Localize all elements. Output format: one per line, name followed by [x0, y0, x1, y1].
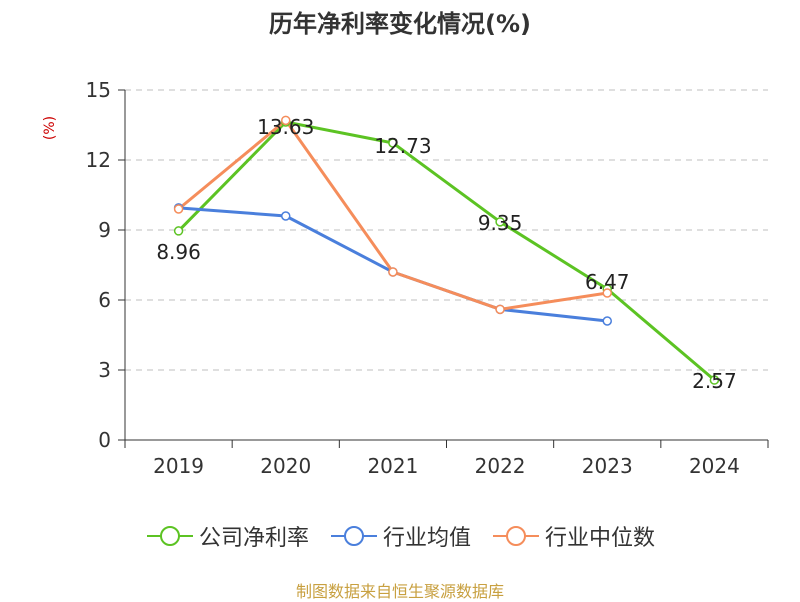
data-point-1: [281, 211, 291, 221]
data-point-2: [173, 204, 184, 214]
legend-item-industry-median[interactable]: 行业中位数: [491, 520, 655, 552]
x-tick-label: 2019: [153, 454, 204, 478]
y-tick-label: 9: [98, 218, 111, 242]
data-point-1: [602, 316, 612, 326]
legend-label: 行业中位数: [545, 526, 656, 551]
data-point-0: [388, 138, 398, 148]
x-tick-label: 2023: [582, 454, 633, 478]
legend-label: 公司净利率: [198, 526, 309, 551]
data-point-0: [709, 375, 720, 385]
y-tick-label: 6: [98, 288, 111, 312]
y-tick-label: 12: [86, 148, 111, 172]
data-point-2: [495, 304, 505, 315]
legend-label: 行业均值: [382, 526, 471, 551]
data-label: 12.73: [374, 134, 431, 158]
data-label: 9.35: [478, 211, 523, 235]
series-line-0: [177, 120, 716, 382]
legend-marker-icon: [146, 526, 193, 546]
data-point-2: [281, 115, 291, 126]
legend-item-company[interactable]: 公司净利率: [145, 520, 309, 552]
data-point-0: [173, 226, 184, 236]
legend-marker-icon: [493, 526, 539, 546]
x-tick-label: 2020: [260, 454, 311, 478]
legend-marker-icon: [330, 526, 377, 546]
y-tick-label: 3: [98, 358, 111, 382]
legend: 公司净利率 行业均值 行业中位数: [0, 520, 800, 552]
legend-item-industry-mean[interactable]: 行业均值: [329, 520, 471, 552]
x-tick-label: 2022: [475, 454, 526, 478]
data-label: 8.96: [156, 240, 201, 264]
x-tick-label: 2021: [367, 454, 418, 478]
y-tick-label: 0: [98, 428, 111, 452]
data-label: 13.63: [257, 115, 314, 139]
y-tick-label: 15: [86, 78, 111, 102]
data-source: 制图数据来自恒生聚源数据库: [295, 582, 504, 601]
data-point-2: [602, 288, 612, 298]
data-label: 2.57: [692, 369, 737, 393]
data-point-2: [388, 267, 398, 277]
data-point-0: [495, 217, 505, 227]
data-label: 6.47: [585, 270, 630, 294]
chart-title: 历年净利率变化情况(%): [269, 10, 531, 38]
x-tick-label: 2024: [689, 454, 740, 478]
